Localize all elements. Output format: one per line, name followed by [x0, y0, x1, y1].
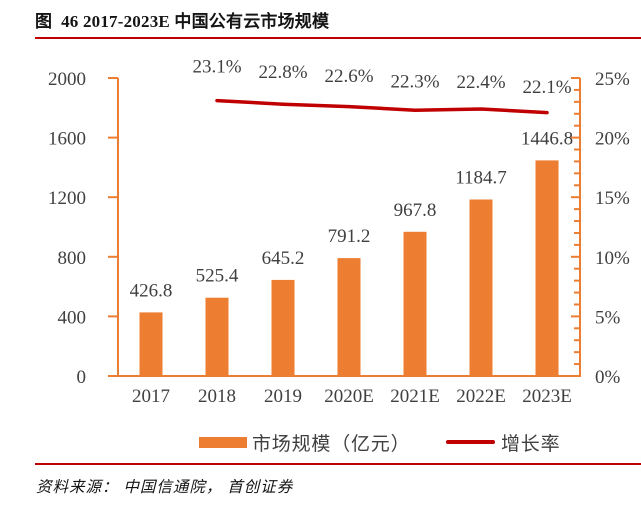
- bar-value-label: 426.8: [130, 280, 173, 301]
- figure-title: 图 46 2017-2023E 中国公有云市场规模: [35, 12, 330, 31]
- right-axis-label: 25%: [595, 69, 630, 90]
- x-axis-label: 2019: [264, 386, 302, 407]
- line-series-swatch: [446, 440, 495, 444]
- growth-line: [215, 98, 549, 115]
- left-axis-label: 0: [77, 367, 87, 388]
- growth-value-label: 22.4%: [456, 72, 505, 93]
- bar-2022E: [469, 199, 493, 376]
- legend-label-growth-rate: 增长率: [501, 433, 561, 455]
- bar-value-label: 967.8: [394, 200, 437, 221]
- bar-2021E: [403, 231, 427, 376]
- x-axis-label: 2022E: [456, 386, 506, 407]
- bar-2019: [271, 279, 295, 376]
- growth-value-label: 22.8%: [258, 62, 307, 83]
- left-axis-label: 1600: [48, 129, 86, 150]
- left-axis-label: 2000: [48, 69, 86, 90]
- growth-value-label: 22.1%: [522, 77, 571, 98]
- bar-2023E: [535, 160, 559, 376]
- bar-2020E: [337, 258, 361, 376]
- title-underline: [35, 37, 641, 39]
- bar-value-label: 645.2: [262, 248, 305, 269]
- bar-2017: [139, 312, 163, 376]
- left-axis-label: 1200: [48, 188, 86, 209]
- bar-value-label: 525.4: [196, 266, 239, 287]
- bar-value-label: 1446.8: [521, 128, 573, 149]
- x-axis-label: 2020E: [324, 386, 374, 407]
- bar-value-label: 1184.7: [455, 168, 507, 189]
- bar-series-swatch: [199, 436, 247, 448]
- right-axis-label: 20%: [595, 129, 630, 150]
- right-axis-label: 10%: [595, 248, 630, 269]
- right-axis-label: 0%: [595, 367, 621, 388]
- x-axis-label: 2023E: [522, 386, 572, 407]
- bar-value-label: 791.2: [328, 226, 371, 247]
- bar-2018: [205, 297, 229, 376]
- legend-item-growth-rate: 增长率: [446, 431, 561, 455]
- legend-label-market-size: 市场规模（亿元）: [252, 433, 411, 455]
- legend-item-market-size: 市场规模（亿元）: [199, 431, 411, 455]
- left-axis-label: 800: [58, 248, 87, 269]
- growth-value-label: 22.6%: [324, 66, 373, 87]
- source-separator-rule: [35, 463, 641, 465]
- left-axis-label: 400: [58, 307, 87, 328]
- right-axis-label: 15%: [595, 188, 630, 209]
- x-axis-label: 2018: [198, 386, 236, 407]
- growth-value-label: 22.3%: [390, 71, 439, 92]
- right-axis-label: 5%: [595, 307, 621, 328]
- x-axis-label: 2017: [132, 386, 170, 407]
- source-note: 资料来源： 中国信通院， 首创证券: [36, 479, 294, 496]
- growth-value-label: 23.1%: [192, 57, 241, 78]
- x-axis-label: 2021E: [390, 386, 440, 407]
